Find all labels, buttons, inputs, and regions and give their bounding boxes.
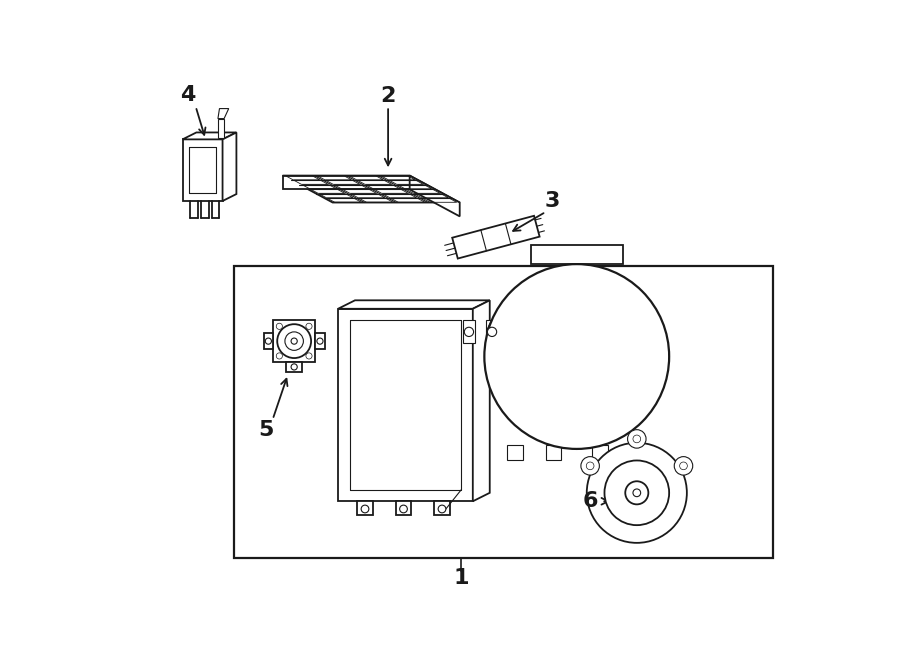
Circle shape	[361, 505, 369, 513]
Circle shape	[627, 430, 646, 448]
Text: 1: 1	[454, 568, 469, 588]
Polygon shape	[315, 333, 325, 349]
Text: 6: 6	[583, 491, 599, 511]
Circle shape	[626, 481, 648, 504]
Text: 5: 5	[258, 420, 274, 440]
Polygon shape	[508, 445, 523, 461]
Polygon shape	[486, 321, 499, 344]
Polygon shape	[631, 445, 646, 461]
Polygon shape	[592, 445, 608, 461]
Polygon shape	[463, 321, 475, 344]
Polygon shape	[452, 215, 540, 258]
Circle shape	[633, 435, 641, 443]
Polygon shape	[218, 108, 229, 118]
Polygon shape	[283, 176, 410, 190]
Circle shape	[276, 353, 283, 359]
Polygon shape	[410, 176, 460, 216]
Polygon shape	[357, 501, 373, 515]
Circle shape	[680, 462, 688, 470]
Circle shape	[488, 327, 497, 336]
Polygon shape	[396, 501, 411, 515]
Circle shape	[605, 461, 670, 525]
Polygon shape	[435, 501, 450, 515]
Polygon shape	[183, 139, 222, 201]
Circle shape	[276, 323, 283, 329]
Polygon shape	[338, 309, 472, 501]
Text: 3: 3	[544, 191, 560, 211]
Polygon shape	[222, 132, 237, 201]
Circle shape	[633, 489, 641, 496]
Bar	[234, 266, 773, 559]
Circle shape	[586, 462, 594, 470]
Circle shape	[400, 505, 408, 513]
Circle shape	[674, 457, 693, 475]
Polygon shape	[183, 132, 237, 139]
Circle shape	[580, 457, 599, 475]
Polygon shape	[546, 445, 562, 461]
Circle shape	[317, 338, 323, 344]
Circle shape	[306, 353, 312, 359]
Text: 2: 2	[381, 86, 396, 106]
Polygon shape	[218, 118, 224, 138]
Circle shape	[285, 332, 303, 350]
Circle shape	[464, 327, 473, 336]
Polygon shape	[530, 245, 623, 264]
Polygon shape	[283, 176, 460, 202]
Polygon shape	[472, 300, 490, 501]
Circle shape	[484, 264, 669, 449]
Polygon shape	[338, 300, 490, 309]
Circle shape	[291, 338, 297, 344]
Circle shape	[438, 505, 446, 513]
Text: 4: 4	[180, 85, 195, 104]
Polygon shape	[286, 362, 302, 371]
Polygon shape	[264, 333, 273, 349]
Polygon shape	[273, 320, 315, 362]
Circle shape	[587, 443, 687, 543]
Circle shape	[277, 324, 311, 358]
Circle shape	[306, 323, 312, 329]
Circle shape	[266, 338, 272, 344]
Circle shape	[291, 364, 297, 370]
